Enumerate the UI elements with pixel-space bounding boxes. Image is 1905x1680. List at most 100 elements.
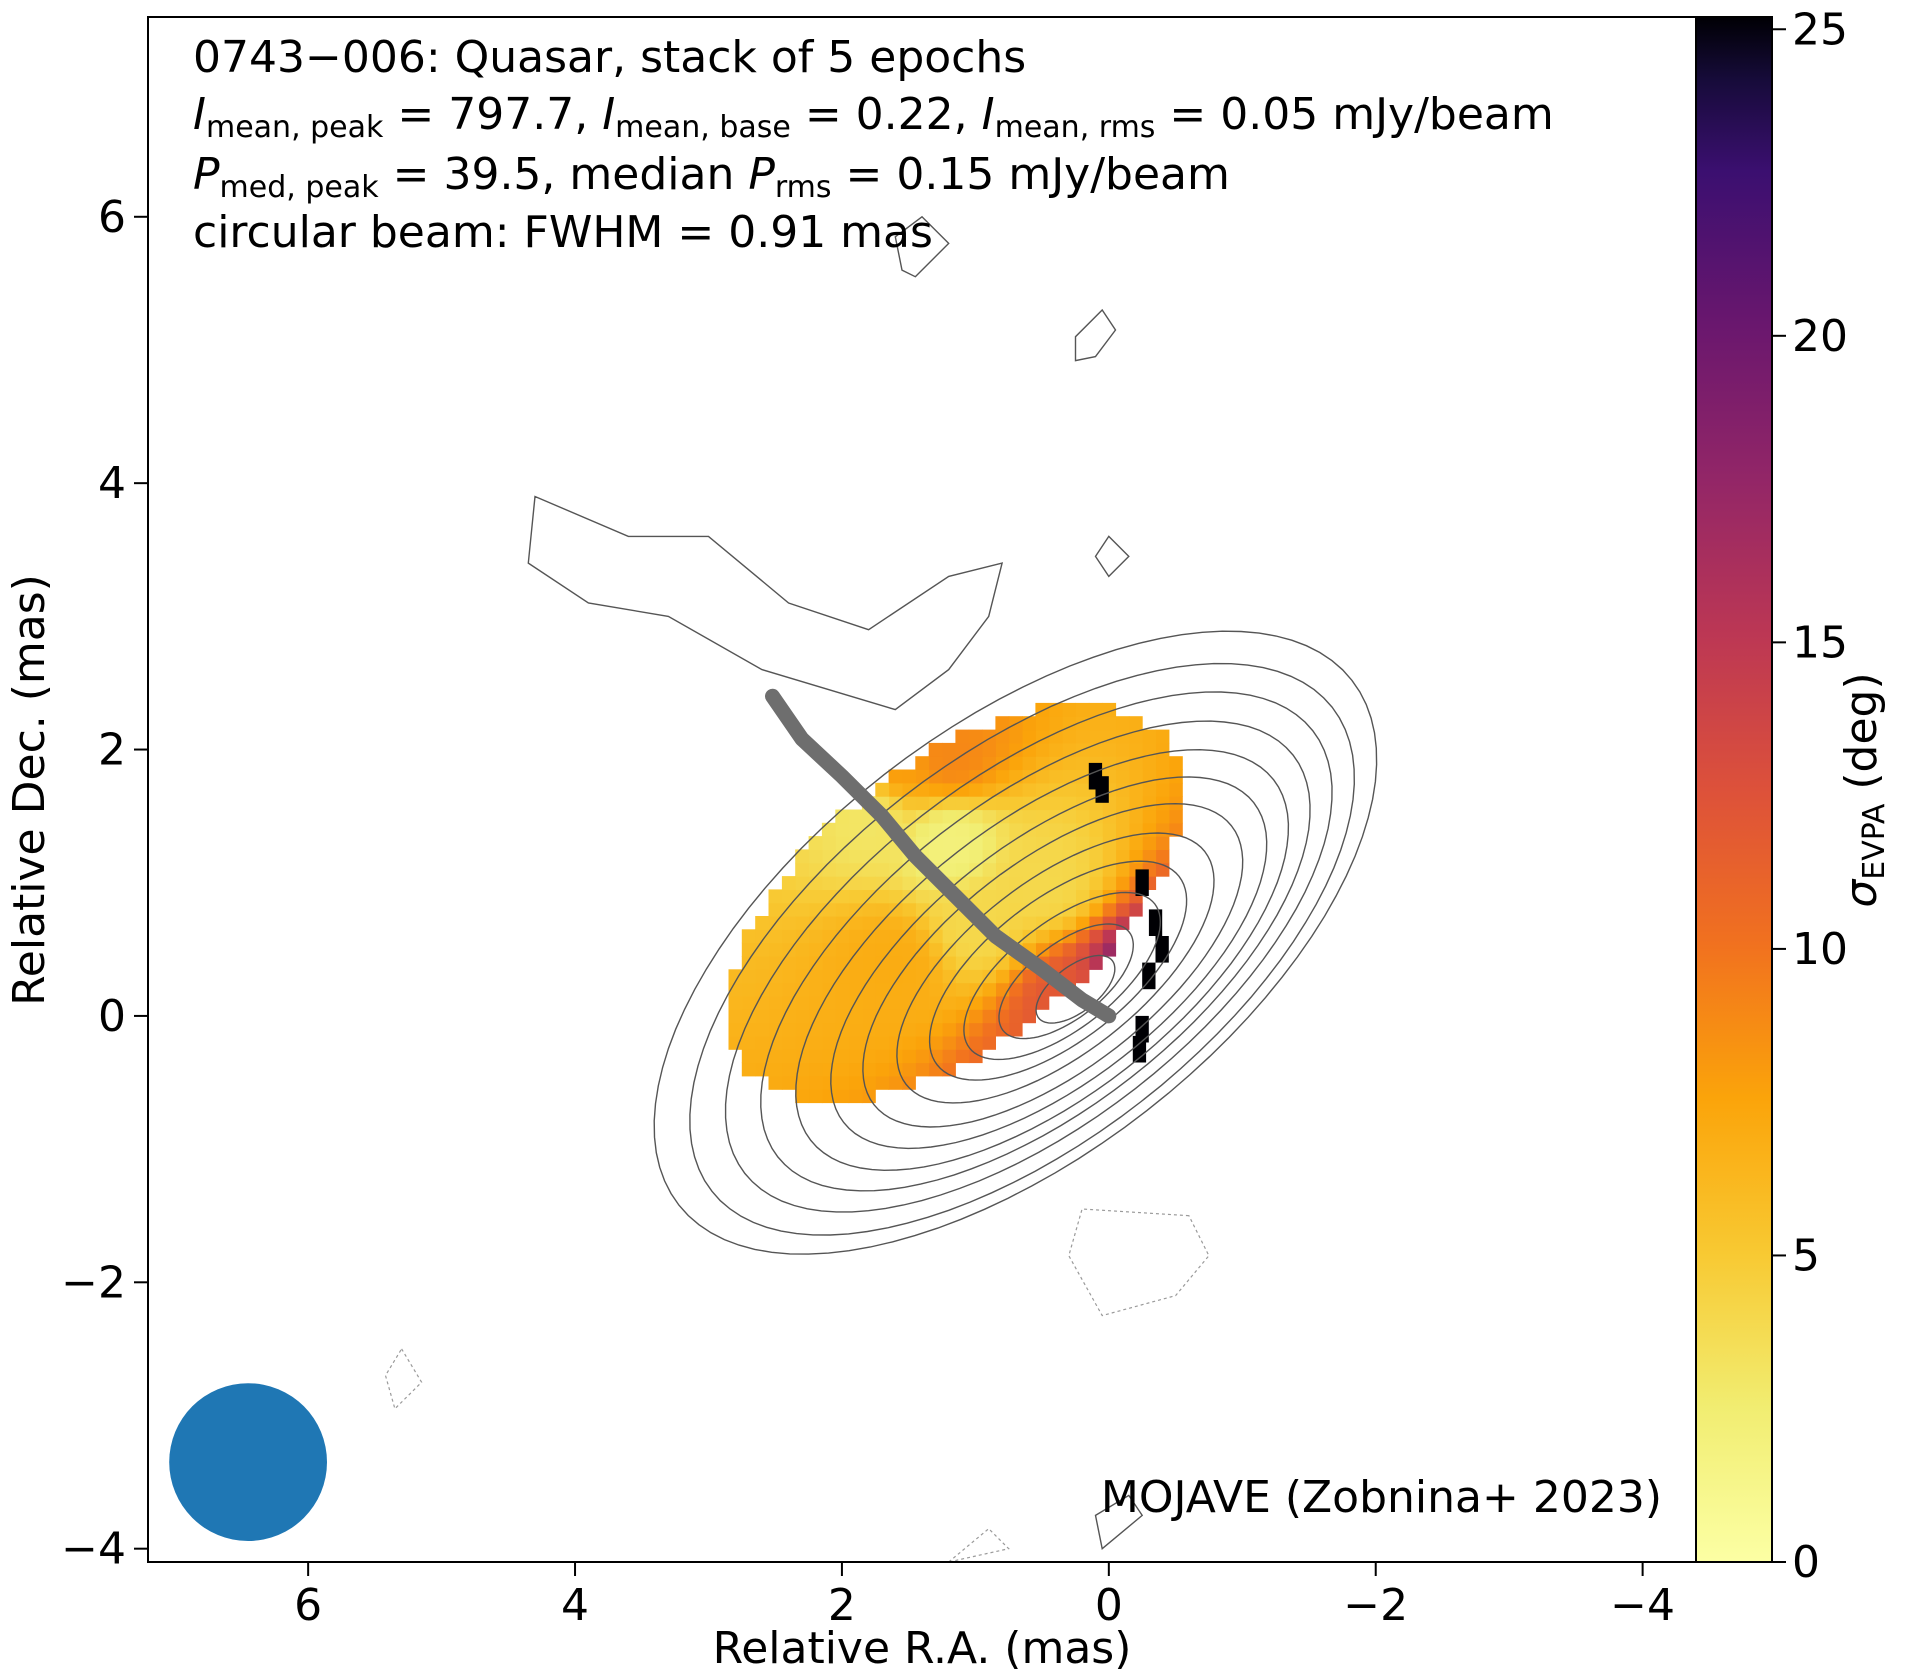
pol-pixel (928, 942, 943, 957)
pol-pixel (942, 902, 956, 917)
pol-pixel (902, 782, 916, 797)
pol-pixel (821, 1009, 836, 1024)
pol-pixel (942, 929, 956, 944)
pol-pixel (835, 942, 850, 957)
pol-pixel (808, 929, 823, 944)
pol-pixel (955, 942, 970, 957)
pol-pixel (995, 716, 1010, 731)
contour-level-8 (896, 832, 1215, 1104)
title-line-2-rms-val: = 0.05 mJy/beam (1155, 89, 1553, 140)
pol-pixel (915, 889, 930, 904)
pol-pixel (1128, 742, 1143, 757)
pol-pixel (1115, 716, 1130, 731)
colorbar-ticks: 0 5 10 15 20 25 (1772, 4, 1848, 1588)
pol-pixel (875, 982, 890, 997)
pol-pixel (902, 916, 916, 930)
pol-pixel (835, 1049, 850, 1064)
pol-pixel (835, 982, 850, 997)
pol-pixel (942, 809, 956, 824)
pol-pixel (942, 822, 956, 837)
pol-pixel (821, 942, 836, 957)
pol-pixel (902, 995, 916, 1010)
title-line-2-sub-peak: mean, peak (206, 110, 384, 145)
pol-pixel (808, 889, 823, 904)
pol-pixel (861, 849, 876, 864)
colorbar-tick-label: 10 (1792, 924, 1848, 975)
pol-pixel (821, 1075, 836, 1090)
title-line-3-sub-peak: med, peak (220, 170, 380, 205)
pol-pixel (888, 902, 903, 917)
pol-pixel (888, 1022, 903, 1037)
contour-negative-2 (384, 1347, 423, 1410)
pol-pixel (768, 1075, 783, 1090)
pol-pixel (888, 1049, 903, 1064)
pol-pixel (1102, 942, 1117, 957)
pol-pixel (1035, 862, 1050, 877)
pol-pixel (808, 862, 823, 877)
pol-pixel (835, 1009, 850, 1024)
pol-pixel (968, 1035, 983, 1050)
pol-pixel (928, 969, 943, 984)
pol-pixel (1075, 809, 1090, 824)
pol-pixel (942, 782, 956, 797)
pol-pixel (808, 969, 823, 984)
pol-pixel (1155, 782, 1170, 797)
pol-pixel (1022, 716, 1036, 731)
pol-pixel (768, 889, 783, 904)
contour-level-2 (689, 662, 1356, 1236)
pol-pixel (902, 769, 916, 784)
pol-pixel (942, 916, 956, 930)
pol-pixel (1128, 902, 1143, 917)
pol-pixel (942, 1049, 956, 1064)
pol-pixel (1048, 916, 1063, 930)
pol-pixel (888, 849, 903, 864)
pol-pixel (1048, 902, 1063, 917)
pol-pixel (755, 1035, 770, 1050)
title-line-1: 0743−006: Quasar, stack of 5 epochs (193, 32, 1026, 83)
pol-pixel (1008, 729, 1023, 744)
pol-pixel (1088, 942, 1103, 957)
pol-pixel (741, 995, 756, 1010)
y-axis-ticks: 6 4 2 0 −2 −4 (61, 192, 148, 1575)
pol-pixel (928, 929, 943, 944)
pol-pixel (915, 796, 930, 811)
title-line-3-p: P (193, 149, 220, 200)
pol-pixel (835, 836, 850, 850)
colorbar-title-symbol: σ (1836, 879, 1887, 908)
pol-pixel (1155, 769, 1170, 784)
pol-pixel (835, 1075, 850, 1090)
pol-pixel (888, 916, 903, 930)
pol-pixel-saturated (1135, 869, 1149, 896)
pol-pixel (875, 1035, 890, 1050)
pol-pixel (968, 956, 983, 970)
pol-pixel (861, 902, 876, 917)
pol-pixel (848, 969, 863, 984)
pol-pixel (928, 995, 943, 1010)
pol-pixel (1008, 769, 1023, 784)
pol-pixel (795, 969, 810, 984)
pol-pixel (942, 769, 956, 784)
pol-pixel (1088, 956, 1103, 970)
pol-pixel (875, 849, 890, 864)
pol-pixel (875, 1062, 890, 1077)
pol-pixel (968, 729, 983, 744)
pol-pixel (741, 1049, 756, 1064)
pol-pixel (1075, 916, 1090, 930)
pol-pixel (995, 969, 1010, 984)
pol-pixel (1115, 902, 1130, 917)
pol-pixel (795, 849, 810, 864)
pol-pixel (821, 1062, 836, 1077)
pol-pixel (1035, 809, 1050, 824)
pol-pixel (1008, 1009, 1023, 1024)
pol-pixel (942, 742, 956, 757)
pol-pixel (781, 1035, 796, 1050)
pol-pixel (928, 822, 943, 837)
pol-pixel (1075, 889, 1090, 904)
pol-pixel (1022, 782, 1036, 797)
pol-pixel (781, 916, 796, 930)
pol-pixel (1035, 729, 1050, 744)
pol-pixel (1075, 956, 1090, 970)
pol-pixel (835, 809, 850, 824)
pol-pixel (1102, 729, 1117, 744)
pol-pixel (795, 1075, 810, 1090)
